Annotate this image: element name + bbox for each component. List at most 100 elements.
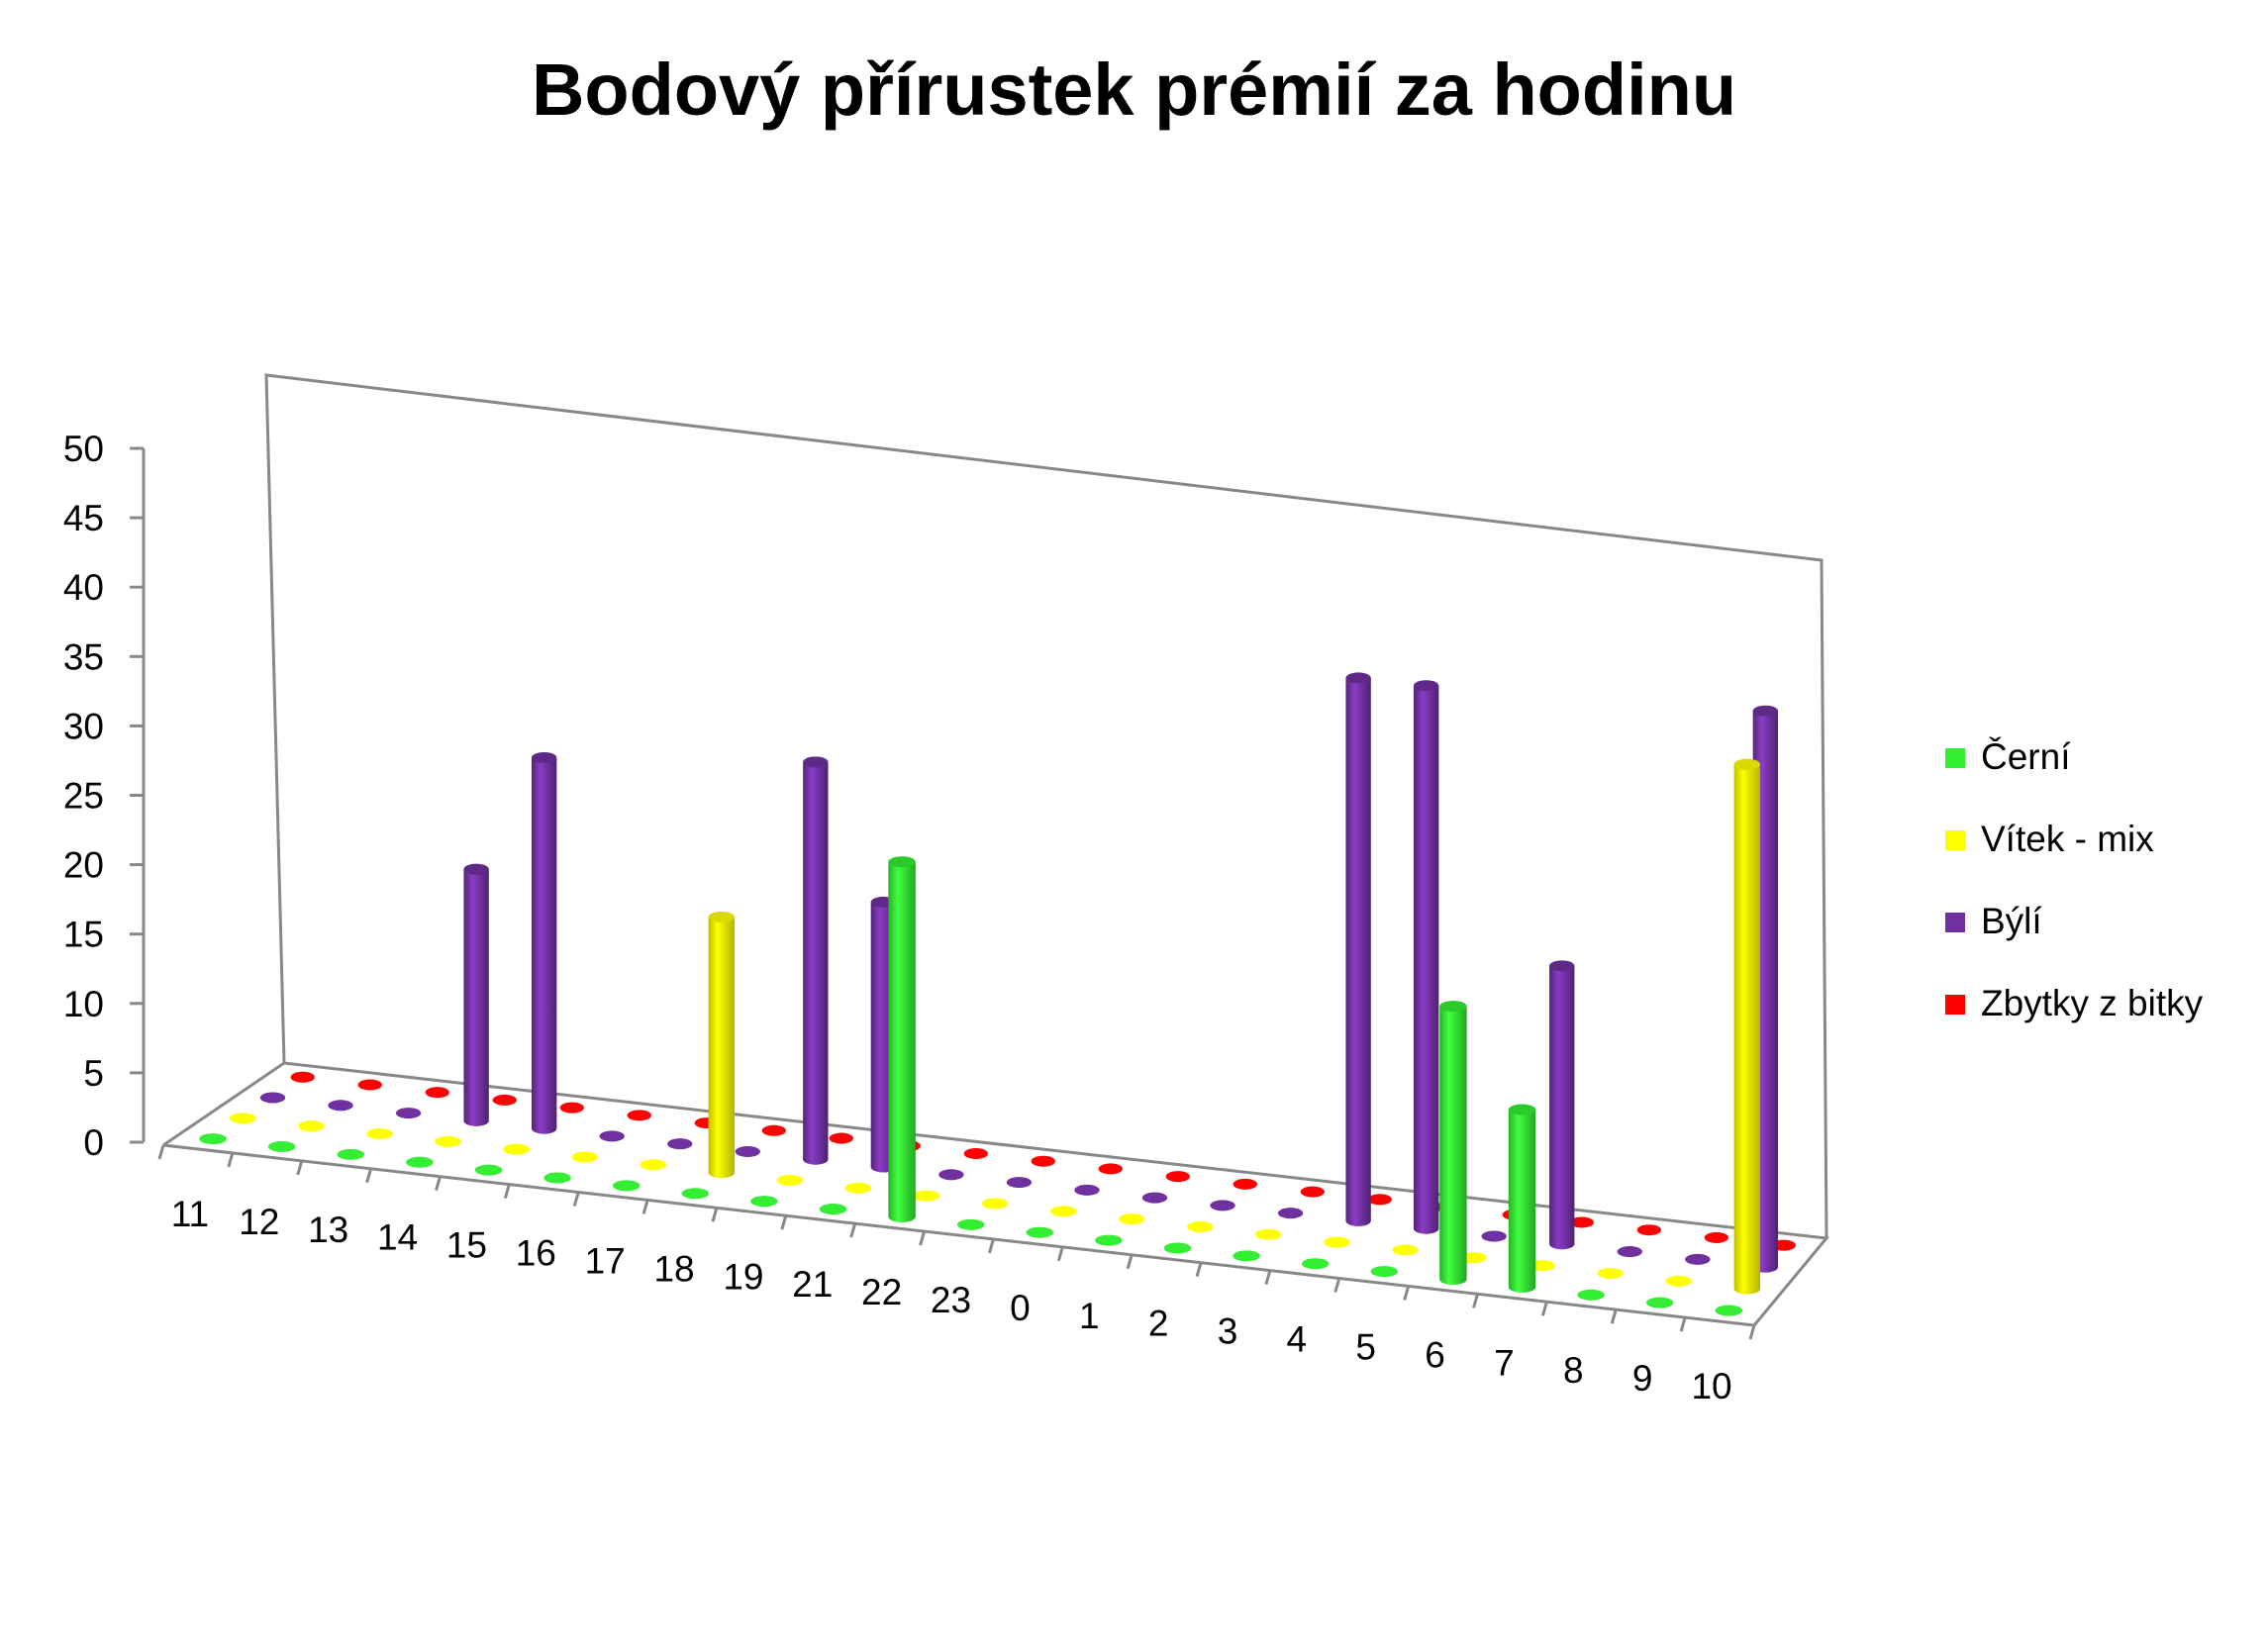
bar-top <box>1413 680 1439 692</box>
x-tick-mark <box>1679 1316 1687 1332</box>
bar-top <box>803 756 829 768</box>
zero-marker <box>1645 1297 1674 1308</box>
zero-marker <box>956 1218 985 1230</box>
zero-marker <box>1074 1184 1100 1196</box>
zero-marker <box>1367 1194 1393 1206</box>
x-tick-mark <box>1748 1324 1756 1340</box>
zero-marker <box>1210 1200 1235 1211</box>
y-tick-label: 20 <box>63 845 104 886</box>
zero-marker <box>640 1159 666 1171</box>
bar <box>1439 1001 1467 1285</box>
bar-body <box>1508 1110 1536 1293</box>
zero-marker <box>267 1140 296 1152</box>
bar-top <box>1549 960 1575 972</box>
bar <box>1549 960 1575 1250</box>
y-tick-label: 45 <box>63 498 104 538</box>
zero-marker <box>819 1204 847 1215</box>
bar <box>803 756 829 1165</box>
zero-marker <box>612 1180 641 1192</box>
legend-swatch <box>1945 748 1965 768</box>
x-tick-label: 5 <box>1355 1326 1376 1367</box>
zero-marker <box>913 1190 940 1202</box>
bar <box>463 863 489 1126</box>
x-tick-label: 7 <box>1494 1342 1515 1383</box>
zero-marker <box>199 1133 227 1145</box>
x-tick-mark <box>1056 1246 1064 1262</box>
y-tick-label: 25 <box>63 776 104 817</box>
x-tick-label: 21 <box>792 1264 833 1305</box>
zero-marker <box>1324 1236 1350 1248</box>
zero-marker <box>1031 1155 1055 1167</box>
zero-marker <box>1301 1258 1330 1270</box>
bar-body <box>1413 685 1439 1234</box>
zero-marker <box>981 1198 1009 1210</box>
zero-marker <box>963 1147 988 1159</box>
zero-marker <box>829 1132 853 1144</box>
x-tick-mark <box>296 1160 304 1176</box>
zero-marker <box>750 1196 778 1208</box>
bar <box>708 911 735 1179</box>
x-tick-mark <box>919 1230 927 1246</box>
zero-marker <box>395 1108 422 1119</box>
x-tick-label: 2 <box>1148 1304 1169 1344</box>
x-tick-label: 1 <box>1079 1296 1100 1336</box>
legend-item: Vítek - mix <box>1945 817 2262 899</box>
bar-body <box>888 861 916 1222</box>
x-tick-label: 14 <box>377 1217 418 1258</box>
zero-marker <box>761 1124 786 1136</box>
zero-marker <box>1392 1244 1419 1256</box>
zero-marker <box>1026 1226 1054 1238</box>
zero-marker <box>681 1188 710 1200</box>
zero-marker <box>1636 1224 1662 1236</box>
chart-title: Bodový přírustek prémií za hodinu <box>531 48 1737 131</box>
zero-marker <box>667 1138 693 1150</box>
zero-marker <box>776 1174 804 1186</box>
zero-marker <box>1715 1305 1743 1316</box>
zero-marker <box>1577 1289 1605 1301</box>
zero-marker <box>735 1145 760 1157</box>
zero-marker <box>474 1164 503 1176</box>
x-tick-label: 16 <box>516 1233 556 1274</box>
y-tick-label: 35 <box>63 636 104 677</box>
zero-marker <box>1277 1208 1304 1219</box>
floor-outline <box>162 1061 1829 1326</box>
x-tick-mark <box>1333 1278 1341 1293</box>
x-tick-label: 22 <box>861 1272 902 1312</box>
zero-marker <box>1098 1163 1123 1175</box>
x-tick-mark <box>227 1152 235 1168</box>
legend-swatch <box>1945 830 1965 850</box>
x-axis: 11 12 13 14 15 16 17 18 19 21 22 23 0 1 2 3 4 5 6 7 8 9 10 <box>157 1144 1756 1406</box>
bar-top <box>1752 705 1779 717</box>
zero-marker <box>1049 1206 1077 1217</box>
back-wall <box>264 373 1828 1239</box>
zero-value-markers <box>199 1071 1797 1316</box>
bar-top <box>888 856 916 868</box>
bar <box>1733 758 1761 1295</box>
zero-marker <box>230 1113 256 1124</box>
x-tick-label: 3 <box>1218 1311 1238 1352</box>
x-tick-label: 17 <box>585 1240 626 1281</box>
zero-marker <box>298 1120 325 1132</box>
x-tick-mark <box>365 1168 373 1184</box>
bar <box>1508 1104 1536 1293</box>
x-tick-mark <box>1195 1262 1203 1278</box>
zero-marker <box>425 1087 449 1099</box>
bar <box>1345 672 1371 1226</box>
legend: Černí Vítek - mix Býlí Zbytky z bitky <box>1945 734 2262 1063</box>
zero-marker <box>366 1127 393 1139</box>
bars <box>463 672 1779 1295</box>
bar-top <box>1439 1001 1467 1013</box>
bar-top <box>1733 758 1761 770</box>
x-tick-mark <box>849 1222 857 1238</box>
legend-label: Zbytky z bitky <box>1981 983 2204 1023</box>
zero-marker <box>1187 1220 1214 1232</box>
legend-label: Černí <box>1981 736 2071 777</box>
zero-marker <box>290 1071 315 1083</box>
bar-top <box>463 863 489 875</box>
zero-marker <box>1118 1213 1145 1225</box>
legend-swatch <box>1945 995 1965 1015</box>
zero-marker <box>1300 1186 1325 1198</box>
y-tick-label: 5 <box>83 1053 104 1094</box>
y-tick-label: 50 <box>63 429 104 469</box>
zero-marker <box>337 1148 364 1160</box>
